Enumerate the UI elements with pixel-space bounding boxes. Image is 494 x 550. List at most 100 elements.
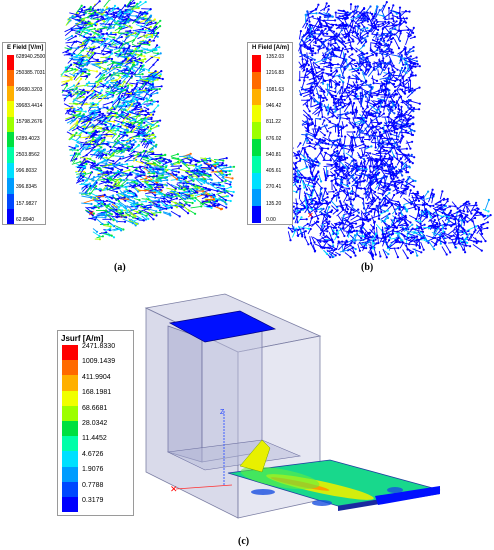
field-vector-head bbox=[230, 169, 233, 172]
field-vector-arrow bbox=[102, 163, 112, 168]
field-vector-head bbox=[111, 52, 114, 55]
field-vector-head bbox=[68, 91, 71, 94]
field-vector-head bbox=[338, 83, 341, 86]
field-vector-head bbox=[155, 143, 158, 146]
field-vector-head bbox=[178, 215, 181, 218]
field-vector-arrow bbox=[76, 116, 83, 124]
field-vector-head bbox=[119, 148, 122, 151]
field-vector-head bbox=[336, 116, 339, 120]
field-vector-head bbox=[154, 188, 157, 191]
field-vector-head bbox=[113, 108, 116, 111]
field-vector-head bbox=[462, 248, 465, 251]
field-vector-arrow bbox=[92, 64, 101, 69]
field-vector-arrow bbox=[167, 197, 178, 202]
field-vector-head bbox=[105, 231, 108, 234]
field-vector-arrow bbox=[105, 231, 115, 238]
field-vector-head bbox=[127, 102, 130, 105]
field-vector-arrow bbox=[208, 192, 217, 200]
field-vector-head bbox=[156, 35, 159, 38]
field-vector-head bbox=[143, 134, 146, 137]
field-vector-arrow bbox=[92, 0, 101, 9]
field-vector-head bbox=[110, 234, 113, 237]
field-vector-head bbox=[348, 197, 351, 200]
field-vector-head bbox=[334, 182, 337, 185]
field-vector-head bbox=[81, 49, 85, 52]
field-vector-arrow bbox=[142, 75, 153, 78]
field-vector-head bbox=[133, 184, 136, 187]
field-vector-arrow bbox=[154, 154, 166, 157]
field-vector-head bbox=[320, 23, 323, 26]
field-vector-arrow bbox=[121, 142, 129, 148]
field-vector-arrow bbox=[128, 141, 136, 149]
field-vector-head bbox=[363, 7, 366, 10]
field-vector-arrow bbox=[130, 218, 138, 225]
field-vector-head bbox=[126, 209, 129, 212]
field-vector-arrow bbox=[223, 189, 234, 193]
field-vector-arrow bbox=[86, 206, 95, 209]
field-vector-head bbox=[351, 204, 354, 207]
field-vector-arrow bbox=[361, 35, 368, 40]
field-vector-head bbox=[398, 6, 402, 9]
field-vector-head bbox=[308, 118, 311, 121]
field-vector-arrow bbox=[399, 136, 404, 145]
field-vector-head bbox=[398, 39, 402, 43]
field-vector-arrow bbox=[105, 114, 116, 118]
field-vector-arrow bbox=[124, 212, 134, 218]
field-vector-arrow bbox=[407, 127, 415, 132]
field-vector-arrow bbox=[139, 91, 148, 93]
field-vector-head bbox=[92, 212, 95, 215]
field-vector-arrow bbox=[94, 200, 103, 203]
field-vector-head bbox=[106, 187, 109, 190]
field-vector-head bbox=[115, 46, 118, 49]
field-vector-head bbox=[317, 77, 320, 80]
field-vector-arrow bbox=[103, 120, 111, 125]
field-vector-head bbox=[221, 184, 224, 187]
field-vector-head bbox=[205, 194, 208, 197]
field-vector-arrow bbox=[71, 153, 77, 162]
field-vector-head bbox=[136, 211, 139, 214]
field-vector-arrow bbox=[72, 113, 81, 117]
field-vector-head bbox=[300, 216, 303, 219]
field-vector-arrow bbox=[355, 74, 362, 82]
field-vector-head bbox=[96, 143, 99, 146]
field-vector-arrow bbox=[385, 94, 390, 103]
field-vector-arrow bbox=[131, 7, 139, 10]
field-vector-arrow bbox=[126, 104, 133, 112]
field-vector-head bbox=[88, 192, 91, 195]
field-vector-arrow bbox=[85, 37, 93, 42]
field-vector-arrow bbox=[70, 134, 81, 136]
field-vector-head bbox=[84, 43, 87, 47]
field-vector-head bbox=[167, 207, 170, 210]
field-vector-head bbox=[75, 54, 79, 58]
field-vector-arrow bbox=[112, 70, 120, 76]
field-vector-arrow bbox=[112, 146, 122, 150]
field-vector-head bbox=[164, 177, 167, 180]
field-vector-arrow bbox=[90, 185, 97, 195]
field-vector-head bbox=[319, 240, 322, 243]
field-vector-arrow bbox=[403, 153, 415, 158]
field-vector-head bbox=[86, 16, 90, 19]
field-vector-head bbox=[186, 191, 189, 194]
field-vector-head bbox=[335, 70, 339, 73]
field-vector-head bbox=[150, 186, 153, 189]
field-vector-arrow bbox=[160, 199, 168, 206]
field-vector-arrow bbox=[61, 89, 70, 93]
field-vector-head bbox=[91, 40, 94, 43]
field-vector-head bbox=[418, 108, 421, 111]
field-vector-head bbox=[165, 207, 168, 210]
field-vector-head bbox=[207, 165, 210, 168]
field-vector-arrow bbox=[409, 100, 420, 105]
field-vector-head bbox=[352, 126, 355, 129]
legend-swatch bbox=[7, 70, 14, 86]
field-vector-head bbox=[105, 133, 108, 136]
field-vector-head bbox=[109, 73, 112, 76]
field-vector-head bbox=[118, 27, 121, 30]
field-vector-head bbox=[337, 48, 340, 51]
field-vector-arrow bbox=[139, 177, 147, 181]
field-vector-head bbox=[396, 16, 399, 19]
field-vector-head bbox=[143, 172, 146, 176]
field-vector-head bbox=[193, 199, 196, 202]
field-vector-head bbox=[175, 197, 178, 200]
field-vector-head bbox=[146, 212, 150, 215]
field-vector-arrow bbox=[393, 38, 400, 49]
